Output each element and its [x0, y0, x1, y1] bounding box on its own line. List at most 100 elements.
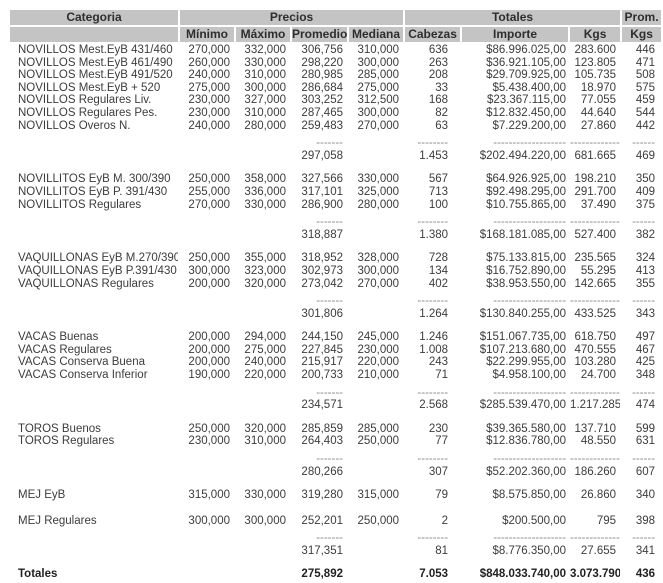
- cell-importe: $848.033.740,00: [479, 567, 567, 580]
- cell-prom-kgs: 398: [635, 514, 656, 527]
- cell-importe: $16.752.890,00: [486, 264, 567, 277]
- cell-categoria: VACAS Buenas: [18, 331, 99, 344]
- cell-prom-kgs: 348: [635, 369, 656, 382]
- subtotal-row: 280,266 307 $52.202.360,00 186.260 607: [10, 466, 661, 479]
- cell-maximo: 336,000: [244, 185, 286, 198]
- cell-cabezas: 243: [428, 356, 449, 369]
- cell-kgs: --------------: [570, 216, 621, 229]
- cell-kgs: 123.805: [574, 56, 617, 69]
- cell-importe: $22.299.955,00: [486, 356, 567, 369]
- cell-promedio: 285,859: [301, 422, 343, 435]
- cell-cabezas: --------: [417, 532, 449, 545]
- spacer-row: [10, 412, 661, 423]
- col-header-categoria: Categoria: [10, 10, 178, 25]
- cell-categoria: NOVILLITOS Regulares: [18, 198, 142, 211]
- spacer-cell: [10, 558, 661, 568]
- cell-prom-kgs: 497: [635, 331, 656, 344]
- col-header-minimo: Mínimo: [180, 27, 234, 42]
- cell-mediana: 315,000: [357, 489, 400, 502]
- cell-importe: $29.709.925,00: [486, 69, 567, 82]
- cell-prom-kgs: 575: [635, 81, 656, 94]
- cell-prom-kgs: 343: [635, 307, 656, 320]
- cell-mediana: [349, 545, 403, 558]
- cell-importe: $285.539.470,00: [479, 399, 567, 412]
- cell-cabezas: 1.246: [419, 331, 449, 344]
- cell-minimo: 255,000: [188, 185, 230, 198]
- cell-promedio: 259,483: [301, 119, 343, 132]
- cell-categoria: [10, 453, 178, 466]
- cell-kgs: 77.055: [580, 94, 617, 107]
- cell-categoria: [10, 137, 178, 150]
- cell-minimo: 200,000: [188, 343, 230, 356]
- cell-categoria: VACAS Conserva Inferior: [18, 369, 148, 382]
- cell-mediana: 220,000: [357, 356, 400, 369]
- cell-promedio: 244,150: [301, 331, 343, 344]
- cell-minimo: [180, 568, 234, 581]
- cell-categoria: [10, 387, 178, 400]
- cell-maximo: [236, 568, 290, 581]
- cell-cabezas: 208: [428, 69, 449, 82]
- header-row-columns: Mínimo Máximo Promedio Mediana Cabezas I…: [10, 27, 662, 42]
- cell-prom-kgs: 442: [635, 119, 656, 132]
- cell-maximo: 358,000: [244, 173, 286, 186]
- cell-minimo: 270,000: [188, 44, 230, 56]
- cell-prom-kgs: 425: [635, 356, 656, 369]
- cell-maximo: [236, 387, 290, 400]
- cell-cabezas: --------: [417, 137, 449, 150]
- cell-kgs: --------------: [570, 532, 621, 545]
- totals-row: Totales 275,892 7.053 $848.033.740,00 3.073.…: [10, 568, 661, 581]
- cell-maximo: 330,000: [244, 56, 286, 69]
- cell-categoria: NOVILLOS Mest.EyB 491/520: [18, 69, 173, 82]
- cell-promedio: 306,756: [301, 44, 343, 56]
- subtotal-separator-row: ------- -------- ------------------- ------…: [10, 532, 661, 545]
- cell-maximo: [236, 308, 290, 321]
- cell-minimo: 250,000: [188, 252, 230, 265]
- cell-cabezas: 636: [428, 44, 449, 56]
- cell-importe: -------------------: [493, 453, 567, 466]
- subtotal-separator-row: ------- -------- ------------------- ------…: [10, 216, 661, 229]
- cell-prom-kgs: 413: [635, 264, 656, 277]
- cell-kgs: 186.260: [574, 465, 617, 478]
- cell-prom-kgs: 607: [635, 465, 656, 478]
- cell-minimo: [180, 453, 234, 466]
- cell-categoria: NOVILLITOS EyB M. 300/390: [18, 173, 171, 186]
- cell-mediana: 275,000: [357, 81, 400, 94]
- cell-importe: -------------------: [493, 386, 567, 399]
- cell-maximo: 300,000: [244, 514, 286, 527]
- livestock-price-table: Categoria Precios Totales Prom. Mínimo M…: [8, 10, 663, 580]
- cell-prom-kgs: ------: [632, 453, 656, 466]
- cell-prom-kgs: 474: [635, 399, 656, 412]
- cell-minimo: 300,000: [188, 514, 230, 527]
- col-header-promedio: Promedio: [292, 27, 347, 42]
- cell-cabezas: 402: [428, 277, 449, 290]
- spacer-row: [10, 558, 661, 568]
- cell-maximo: 320,000: [244, 277, 286, 290]
- cell-prom-kgs: 471: [635, 56, 656, 69]
- cell-kgs: 291.700: [574, 185, 617, 198]
- cell-promedio: 319,280: [301, 489, 343, 502]
- table-row: NOVILLOS Mest.EyB + 520 275,000 300,000 286…: [10, 82, 661, 95]
- subtotal-row: 317,351 81 $8.776.350,00 27.655 341: [10, 545, 661, 558]
- cell-promedio: 264,403: [301, 435, 343, 448]
- cell-cabezas: 1.264: [419, 307, 449, 320]
- cell-cabezas: 71: [435, 369, 449, 382]
- table-row: NOVILLOS Regulares Pes. 230,000 310,000 287…: [10, 107, 661, 120]
- spacer-cell: [10, 241, 661, 252]
- cell-maximo: [236, 229, 290, 242]
- cell-cabezas: 2.568: [419, 399, 449, 412]
- spacer-row: [10, 241, 661, 252]
- cell-kgs: 1.217.285: [570, 399, 621, 412]
- cell-maximo: [236, 466, 290, 479]
- cell-prom-kgs: ------: [632, 295, 656, 308]
- cell-maximo: [236, 545, 290, 558]
- cell-cabezas: 7.053: [419, 567, 449, 580]
- cell-prom-kgs: 382: [635, 228, 656, 241]
- cell-kgs: --------------: [570, 453, 621, 466]
- subtotal-row: 318,887 1.380 $168.181.085,00 527.400 382: [10, 229, 661, 242]
- cell-mediana: [349, 229, 403, 242]
- cell-kgs: 618.750: [574, 331, 617, 344]
- spacer-row: [10, 320, 661, 331]
- cell-importe: $12.832.450,00: [486, 106, 567, 119]
- cell-minimo: 315,000: [188, 489, 230, 502]
